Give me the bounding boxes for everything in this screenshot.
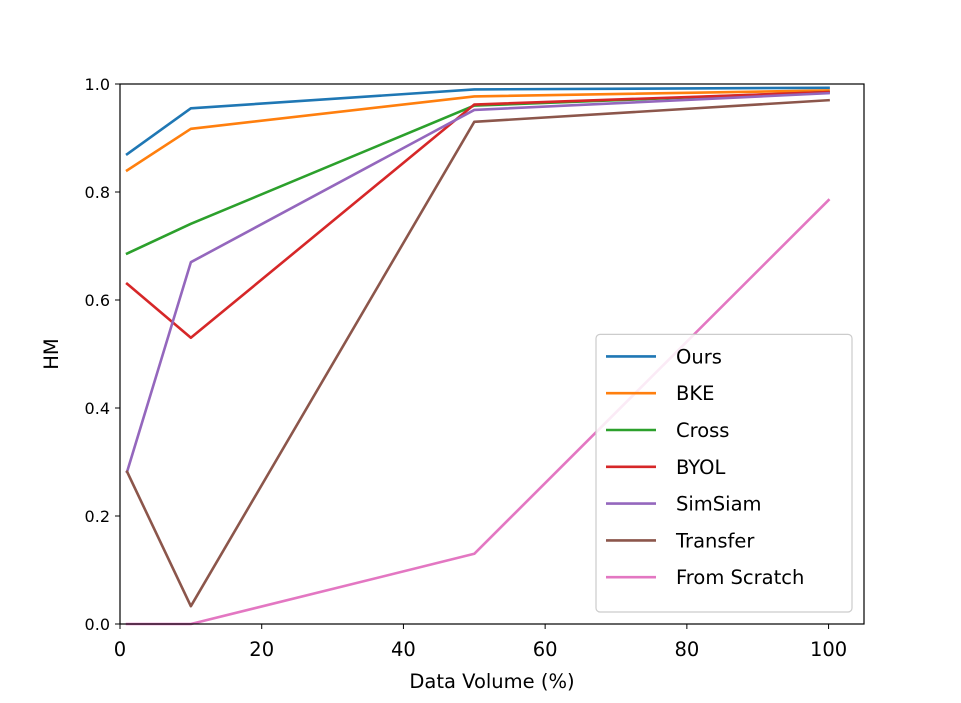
y-tick-label: 0.2 bbox=[85, 507, 110, 526]
legend-label: SimSiam bbox=[676, 493, 762, 516]
x-tick-label: 20 bbox=[249, 638, 274, 661]
y-axis-title: HM bbox=[40, 338, 63, 370]
legend-label: Ours bbox=[676, 345, 722, 368]
y-axis: 0.0 0.2 0.4 0.6 0.8 1.0 bbox=[85, 75, 120, 634]
x-tick-label: 60 bbox=[533, 638, 558, 661]
x-axis: 0 20 40 60 80 100 bbox=[114, 624, 847, 661]
y-tick-label: 1.0 bbox=[85, 75, 110, 94]
x-tick-label: 0 bbox=[114, 638, 126, 661]
legend-label: Cross bbox=[676, 419, 729, 442]
legend: Ours BKE Cross BYOL SimSiam Transfer From Scra… bbox=[595, 333, 853, 613]
series-line-bke bbox=[125, 89, 830, 173]
legend-label: BKE bbox=[676, 382, 715, 405]
x-tick-label: 40 bbox=[391, 638, 416, 661]
legend-label: BYOL bbox=[676, 456, 726, 479]
y-tick-label: 0.6 bbox=[85, 291, 110, 310]
x-tick-label: 100 bbox=[810, 638, 847, 661]
y-tick-label: 0.0 bbox=[85, 615, 110, 634]
legend-label: From Scratch bbox=[676, 566, 804, 589]
legend-label: Transfer bbox=[675, 529, 755, 552]
x-tick-label: 80 bbox=[674, 638, 699, 661]
plot-frame bbox=[119, 83, 865, 625]
series-line-simsiam bbox=[125, 91, 830, 474]
series-line-ours bbox=[125, 86, 830, 157]
x-axis-title: Data Volume (%) bbox=[409, 670, 574, 693]
y-tick-label: 0.8 bbox=[85, 183, 110, 202]
legend-box bbox=[595, 333, 853, 613]
series-line-byol bbox=[125, 90, 830, 340]
series-line-transfer bbox=[125, 98, 830, 608]
y-tick-label: 0.4 bbox=[85, 399, 110, 418]
